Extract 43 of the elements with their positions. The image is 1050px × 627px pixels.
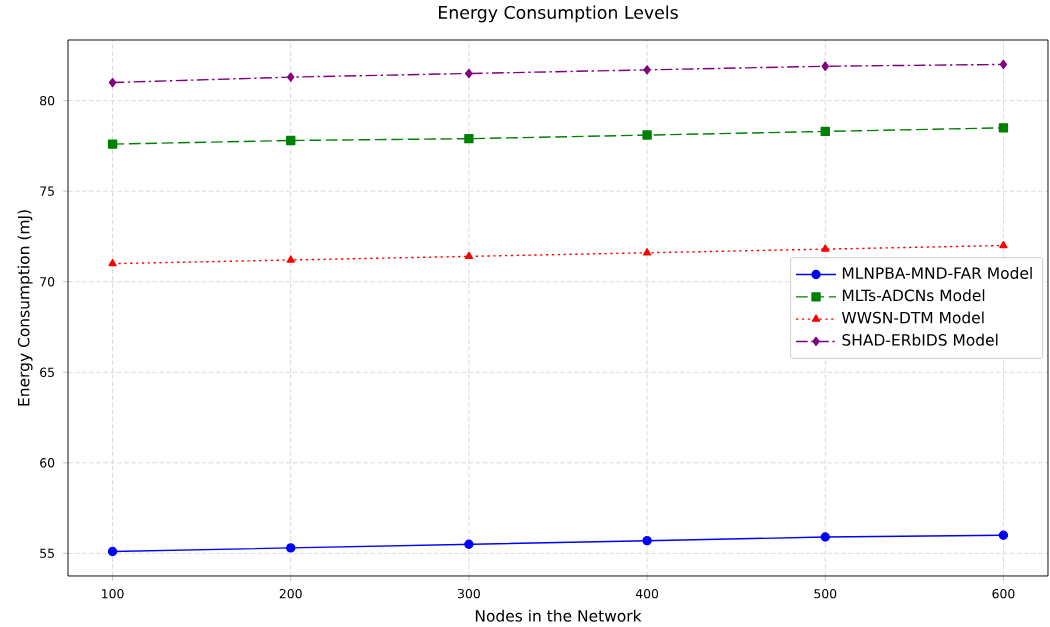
x-tick-label: 100	[102, 588, 124, 599]
x-axis-title: Nodes in the Network	[475, 609, 642, 622]
point	[107, 139, 118, 149]
x-tick-label: 200	[279, 588, 302, 599]
point	[820, 532, 830, 542]
point	[465, 68, 473, 79]
y-tick-label: 80	[40, 95, 55, 106]
point	[286, 543, 296, 553]
x-tick-label: 500	[814, 588, 837, 599]
point	[464, 539, 474, 549]
point	[642, 535, 652, 546]
y-tick-label: 70	[40, 277, 55, 287]
point	[642, 130, 652, 140]
y-tick-label: 55	[40, 548, 54, 558]
point	[998, 123, 1009, 133]
y-tick-label: 60	[40, 458, 55, 468]
point	[999, 240, 1008, 249]
point	[820, 126, 830, 137]
y-axis-title: Energy Consumption (mJ)	[17, 210, 33, 406]
point	[108, 77, 117, 88]
point	[286, 135, 296, 146]
chart-title: Energy Consumption Levels	[439, 5, 678, 23]
y-tick-label: 65	[40, 367, 54, 377]
point	[108, 258, 117, 267]
point	[464, 251, 474, 260]
point	[107, 546, 118, 557]
point	[642, 248, 652, 256]
legend-label: SHAD-ERbIDS Model	[842, 333, 998, 346]
point	[821, 244, 830, 252]
x-tick-label: 400	[635, 588, 659, 599]
point	[287, 72, 295, 82]
point	[643, 65, 651, 75]
y-tick-label: 75	[40, 186, 54, 196]
legend-label: MLTs-ADCNs Model	[842, 289, 985, 302]
point	[999, 59, 1008, 70]
x-tick-label: 300	[458, 588, 480, 599]
point	[821, 61, 829, 71]
point	[464, 133, 474, 144]
legend-label: WWSN-DTM Model	[841, 311, 984, 324]
x-tick-label: 600	[992, 588, 1015, 599]
point	[998, 530, 1009, 540]
legend-label: MLNPBA-MND-FAR Model	[842, 266, 1032, 279]
point	[286, 255, 295, 263]
